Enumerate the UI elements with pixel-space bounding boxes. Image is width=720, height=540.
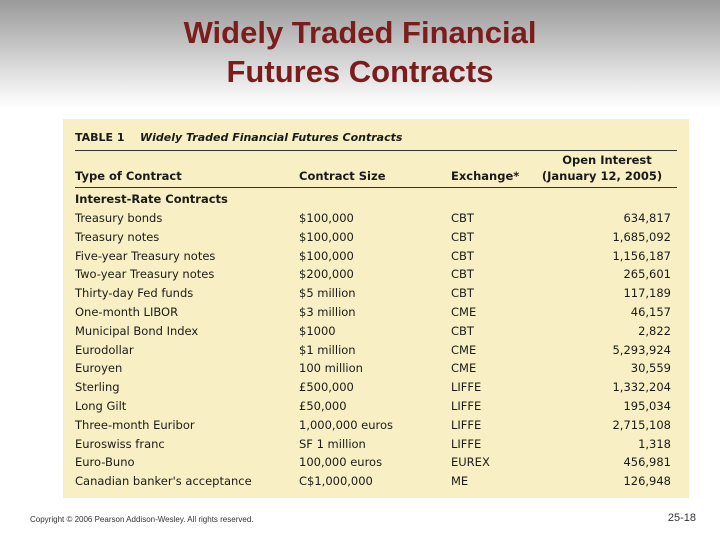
table-cell: $1000 <box>299 323 336 338</box>
table-cell: Euroswiss franc <box>75 436 165 451</box>
section-heading: Interest-Rate Contracts <box>75 192 228 206</box>
page-number: 25-18 <box>667 512 696 524</box>
title-line: Widely Traded Financial <box>183 15 537 50</box>
table-cell: 1,318 <box>638 436 671 451</box>
table-cell: $100,000 <box>299 211 354 225</box>
table-cell: $200,000 <box>299 267 354 282</box>
table-cell: 456,981 <box>623 455 671 470</box>
table-cell: CME <box>451 305 477 319</box>
title-line: Futures Contracts <box>226 54 494 89</box>
header: Exchange* <box>451 169 520 183</box>
rule <box>75 187 677 188</box>
header: (January 12, 2005) <box>541 169 663 183</box>
table-cell: One-month LIBOR <box>75 305 179 319</box>
table-label: TABLE 1 <box>75 131 125 144</box>
table-panel: TABLE 1 Widely Traded Financial Futures … <box>63 119 689 498</box>
table-cell: CME <box>451 361 477 376</box>
table-cell: CBT <box>451 248 474 263</box>
table-cell: $100,000 <box>299 229 354 244</box>
table-cell: 2,822 <box>638 323 671 338</box>
table-cell: SF 1 million <box>299 436 366 451</box>
table-cell: 1,000,000 euros <box>299 417 394 432</box>
table-cell: 1,156,187 <box>612 248 671 263</box>
table-cell: 100,000 euros <box>299 455 383 470</box>
table-cell: $5 million <box>299 286 356 301</box>
table-cell: EUREX <box>451 455 490 470</box>
table-cell: 5,293,924 <box>612 342 671 357</box>
table-cell: Eurodollar <box>75 342 134 357</box>
header: Type of Contract <box>75 169 182 183</box>
table-cell: 195,034 <box>623 399 671 413</box>
table-cell: Euroyen <box>75 361 123 376</box>
table-cell: Municipal Bond Index <box>75 323 199 338</box>
table-cell: CME <box>451 342 477 357</box>
table-cell: Sterling <box>75 380 120 395</box>
table-cell: 1,685,092 <box>612 229 671 244</box>
table-cell: Canadian banker's acceptance <box>75 474 252 489</box>
table-cell: Treasury bonds <box>75 211 163 225</box>
table-cell: $1 million <box>299 342 356 357</box>
table-cell: 30,559 <box>630 361 671 376</box>
table-cell: LIFFE <box>451 399 482 413</box>
table-cell: 126,948 <box>623 474 671 489</box>
table-cell: Three-month Euribor <box>75 417 195 432</box>
table-cell: CBT <box>451 229 474 244</box>
table-cell: 117,189 <box>623 286 671 301</box>
table-cell: 634,817 <box>623 211 671 225</box>
table-cell: 1,332,204 <box>612 380 671 395</box>
table-cell: CBT <box>451 323 474 338</box>
table-cell: CBT <box>451 267 474 282</box>
table-cell: $3 million <box>299 305 356 319</box>
table-cell: LIFFE <box>451 417 482 432</box>
table-cell: Long Gilt <box>75 399 127 413</box>
table-cell: Euro-Buno <box>75 455 135 470</box>
table-cell: 100 million <box>299 361 363 376</box>
table-cell: Two-year Treasury notes <box>75 267 215 282</box>
table-cell: CBT <box>451 211 474 225</box>
table-cell: £500,000 <box>299 380 354 395</box>
table-cell: LIFFE <box>451 436 482 451</box>
header: Open Interest <box>562 153 652 167</box>
copyright: Copyright © 2006 Pearson Addison-Wesley.… <box>30 515 254 524</box>
table-cell: £50,000 <box>299 399 347 413</box>
table-cell: 265,601 <box>623 267 671 282</box>
table-cell: $100,000 <box>299 248 354 263</box>
table-cell: 46,157 <box>630 305 671 319</box>
rule <box>75 150 677 151</box>
table-cell: LIFFE <box>451 380 482 395</box>
table-cell: 2,715,108 <box>612 417 671 432</box>
table-cell: ME <box>451 474 469 489</box>
table-cell: Thirty-day Fed funds <box>75 286 194 301</box>
header: Contract Size <box>299 169 386 183</box>
table-caption: Widely Traded Financial Futures Contract… <box>140 131 403 144</box>
table-cell: CBT <box>451 286 474 301</box>
table-cell: Treasury notes <box>75 229 160 244</box>
table-cell: Five-year Treasury notes <box>75 248 216 263</box>
banner-image <box>0 0 720 110</box>
table-cell: C$1,000,000 <box>299 474 373 489</box>
